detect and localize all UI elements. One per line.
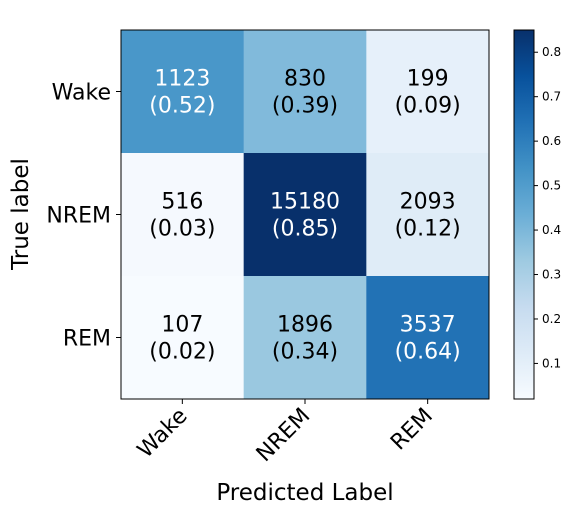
x-axis-label: Predicted Label [216,480,393,506]
cell-proportion-label: (0.85) [272,217,338,242]
y-tick-label-rem: REM [63,327,111,352]
heatmap-cell [366,276,490,400]
colorbar-tick-label: 0.6 [542,134,561,148]
heatmap-cells: 1123(0.52) 830(0.39) 199(0.09) 516(0.03) 151… [121,30,490,400]
colorbar-tick-label: 0.5 [542,179,561,193]
heatmap-cell [121,30,245,154]
colorbar-tick-label: 0.3 [542,268,561,282]
heatmap-cell [366,30,490,154]
heatmap-cell [243,276,367,400]
cell-proportion-label: (0.12) [395,217,461,242]
cell-proportion-label: (0.64) [395,340,461,365]
heatmap-cell [243,153,367,277]
heatmap-cell [121,153,245,277]
cell-proportion-label: (0.03) [149,217,215,242]
cell-count-label: 1896 [277,313,333,338]
colorbar-tick-label: 0.4 [542,223,561,237]
y-tick-label-nrem: NREM [46,204,111,229]
cell-proportion-label: (0.34) [272,340,338,365]
x-tick-label-wake: Wake [133,404,193,464]
cell-count-label: 516 [161,190,203,215]
y-axis-label: True label [8,158,34,271]
cell-proportion-label: (0.39) [272,94,338,119]
y-tick-label-wake: Wake [52,81,111,106]
x-tick-label-rem: REM [386,404,438,456]
cell-count-label: 107 [161,313,203,338]
cell-count-label: 2093 [400,190,456,215]
colorbar-ticks: 0.1 0.2 0.3 0.4 0.5 0.6 0.7 0.8 [534,45,561,370]
heatmap-cell [121,276,245,400]
cell-count-label: 15180 [270,190,340,215]
cell-count-label: 830 [284,67,326,92]
cell-proportion-label: (0.02) [149,340,215,365]
colorbar-tick-label: 0.1 [542,356,561,370]
heatmap-cell [243,30,367,154]
colorbar-tick-label: 0.2 [542,312,561,326]
x-tick-label-nrem: NREM [252,404,315,467]
heatmap-cell [366,153,490,277]
colorbar-tick-label: 0.8 [542,45,561,59]
cell-count-label: 1123 [154,67,210,92]
cell-proportion-label: (0.09) [395,94,461,119]
colorbar [513,29,535,400]
cell-proportion-label: (0.52) [149,94,215,119]
colorbar-tick-label: 0.7 [542,90,561,104]
cell-count-label: 3537 [400,313,456,338]
cell-count-label: 199 [407,67,449,92]
